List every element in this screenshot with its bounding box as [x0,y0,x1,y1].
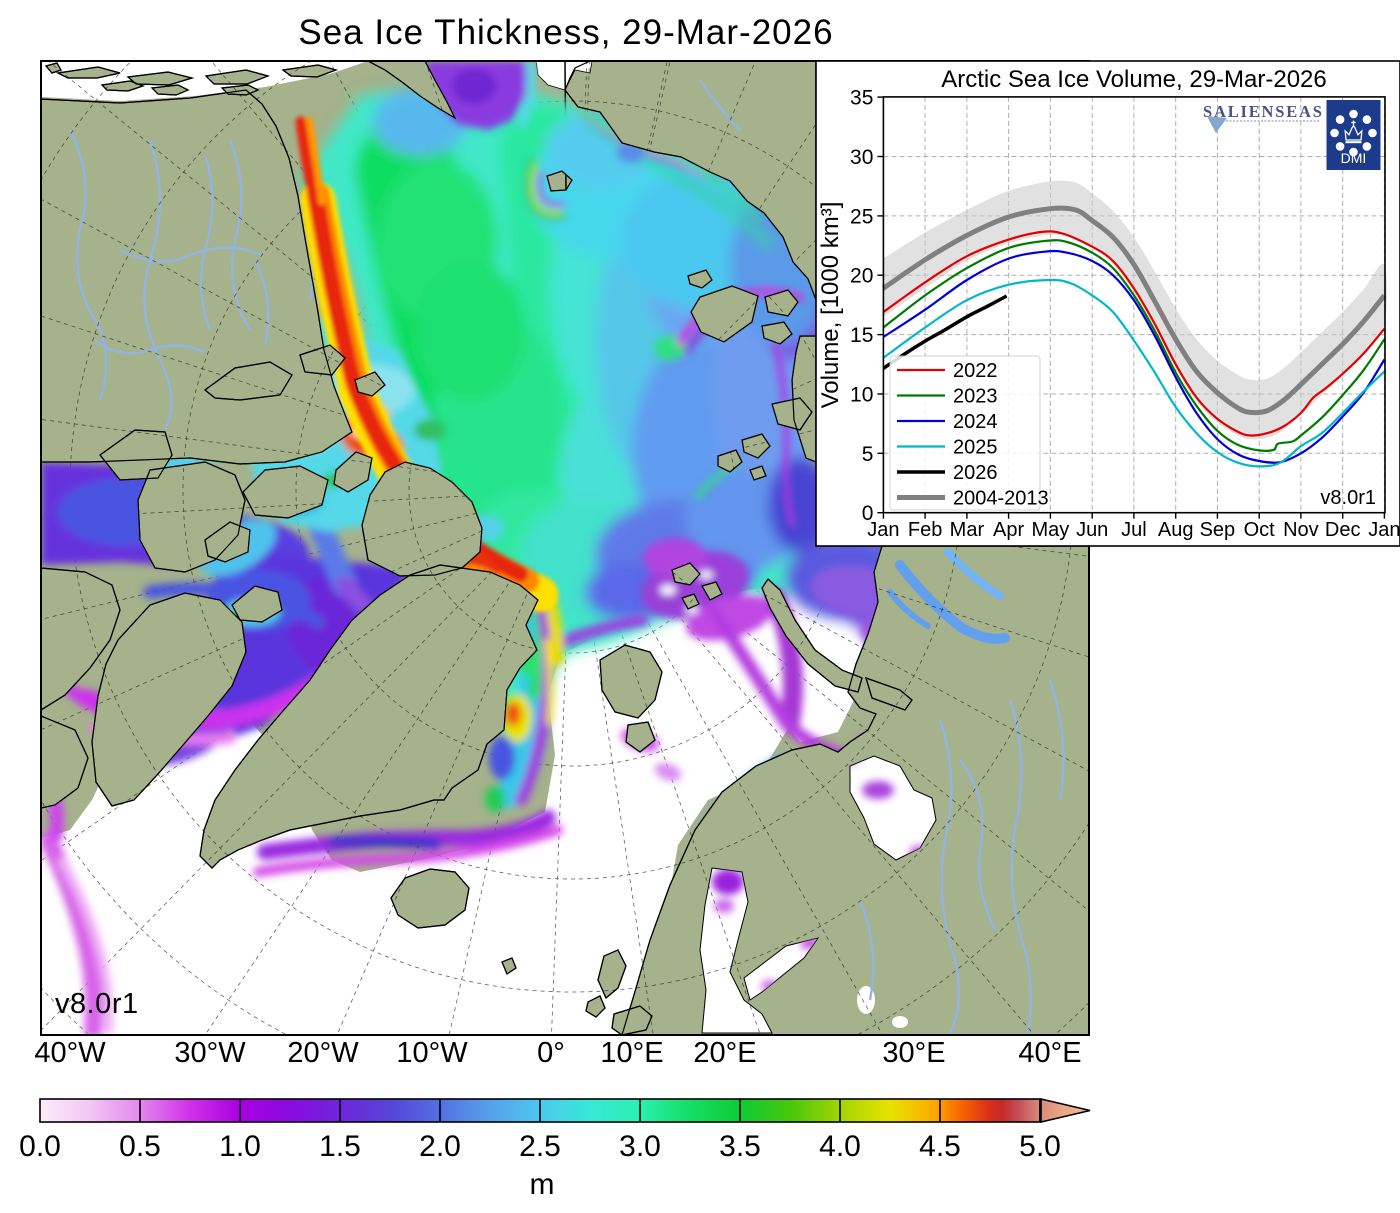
svg-text:Volume, [1000 km³]: Volume, [1000 km³] [817,202,844,409]
svg-text:15: 15 [850,324,873,347]
svg-text:Nov: Nov [1283,519,1319,541]
svg-text:3.0: 3.0 [619,1130,661,1163]
svg-text:10°E: 10°E [600,1037,663,1069]
svg-text:Arctic Sea Ice Volume, 29-Mar-: Arctic Sea Ice Volume, 29-Mar-2026 [941,66,1327,93]
svg-text:20: 20 [850,265,873,288]
svg-text:v8.0r1: v8.0r1 [55,988,139,1020]
svg-text:20°E: 20°E [693,1037,756,1069]
svg-text:0.5: 0.5 [119,1130,161,1163]
svg-text:Aug: Aug [1158,519,1194,541]
svg-text:5.0: 5.0 [1019,1130,1061,1163]
svg-text:m: m [530,1168,555,1201]
svg-text:0: 0 [862,502,874,525]
svg-text:Jan: Jan [867,519,899,541]
svg-text:40°E: 40°E [1018,1037,1081,1069]
svg-text:2025: 2025 [953,437,998,459]
svg-text:4.5: 4.5 [919,1130,961,1163]
svg-text:10°W: 10°W [396,1037,468,1069]
svg-text:20°W: 20°W [287,1037,359,1069]
svg-text:2023: 2023 [953,386,998,408]
svg-text:Jul: Jul [1121,519,1147,541]
svg-text:2004-2013: 2004-2013 [953,488,1049,510]
svg-text:Oct: Oct [1244,519,1276,541]
svg-text:Sea Ice Thickness, 29-Mar-2026: Sea Ice Thickness, 29-Mar-2026 [298,13,833,52]
svg-text:v8.0r1: v8.0r1 [1320,487,1376,509]
svg-text:SALIENSEAS: SALIENSEAS [1203,102,1324,121]
svg-text:Apr: Apr [993,519,1024,541]
svg-text:1.5: 1.5 [319,1130,361,1163]
svg-text:Dec: Dec [1325,519,1361,541]
svg-text:30°W: 30°W [174,1037,246,1069]
svg-text:2022: 2022 [953,360,998,382]
svg-text:Mar: Mar [950,519,985,541]
svg-text:0.0: 0.0 [19,1130,61,1163]
svg-text:25: 25 [850,205,873,228]
svg-text:1.0: 1.0 [219,1130,261,1163]
svg-text:2.5: 2.5 [519,1130,561,1163]
svg-text:May: May [1032,519,1070,541]
svg-text:Jun: Jun [1076,519,1108,541]
svg-text:Feb: Feb [908,519,942,541]
svg-text:Sep: Sep [1200,519,1236,541]
svg-text:30°E: 30°E [882,1037,945,1069]
svg-text:3.5: 3.5 [719,1130,761,1163]
svg-text:40°W: 40°W [34,1037,106,1069]
svg-text:2024: 2024 [953,411,998,433]
svg-text:2026: 2026 [953,462,998,484]
svg-text:30: 30 [850,146,873,169]
svg-text:DMI: DMI [1341,150,1367,166]
svg-text:2.0: 2.0 [419,1130,461,1163]
svg-text:5: 5 [862,443,874,466]
svg-text:35: 35 [850,87,873,110]
svg-text:4.0: 4.0 [819,1130,861,1163]
svg-text:0°: 0° [537,1037,565,1069]
svg-text:10: 10 [850,384,873,407]
svg-text:Jan: Jan [1368,519,1400,541]
